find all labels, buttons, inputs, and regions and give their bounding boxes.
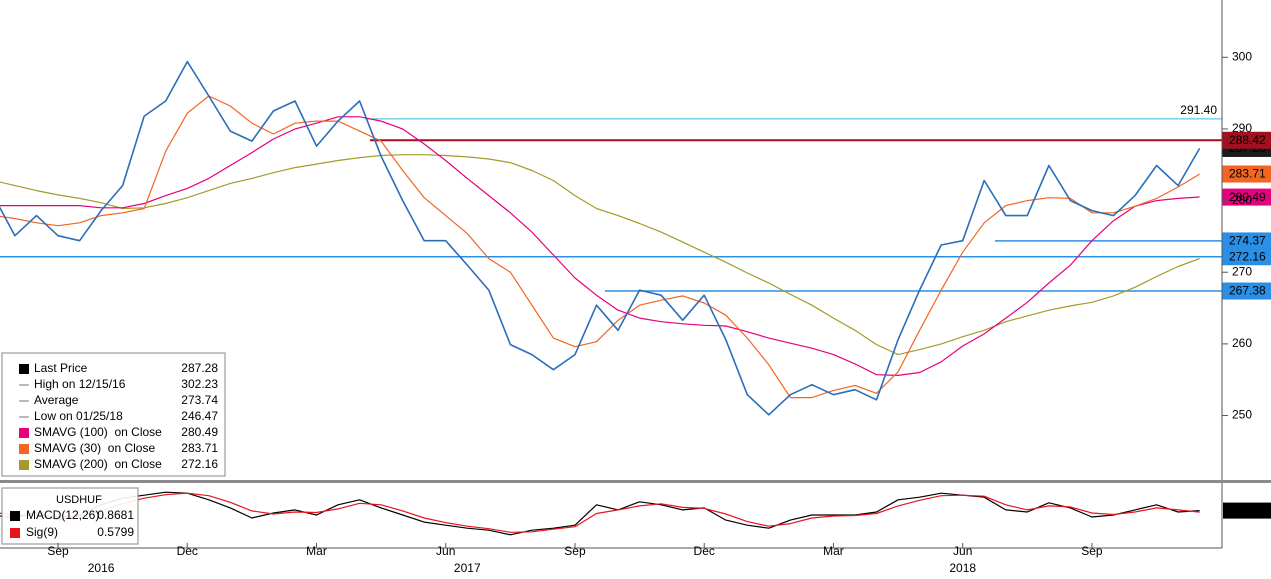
legend-label: SMAVG (100) on Close [34,425,162,439]
level-tag-label: 274.37 [1229,234,1266,248]
x-tick-label: Mar [306,544,327,558]
moving-average [0,95,1200,399]
level-tag-label: 272.16 [1229,249,1266,263]
x-tick-label: Sep [47,544,69,558]
legend-label: SMAVG (30) on Close [34,441,155,455]
macd-line [0,492,1200,533]
legend-label: High on 12/15/16 [34,377,126,391]
legend-swatch [19,364,29,374]
x-tick-label: Sep [1081,544,1103,558]
legend-label: Average [34,393,79,407]
x-tick-label: Dec [694,544,715,558]
x-tick-label: Dec [177,544,198,558]
x-tick-label: Jun [953,544,972,558]
macd-tag-label: 0.8681 [1229,503,1266,517]
legend-value: 273.74 [181,393,218,407]
macd-legend-swatch [10,528,20,538]
moving-average [0,154,1200,356]
price-panel [0,60,1222,416]
ma-tag-label: 283.71 [1229,167,1266,181]
legend-swatch [19,428,29,438]
ma-tag [1222,165,1271,183]
x-year-label: 2018 [949,561,976,575]
x-tick-label: Sep [564,544,586,558]
y-tick-label: 260 [1232,336,1252,350]
legend-value: 302.23 [181,377,218,391]
x-tick-label: Mar [823,544,844,558]
macd-legend-label: Sig(9) [26,525,58,539]
level-tag [1222,282,1271,300]
y-tick-label: 270 [1232,264,1252,278]
y-tick-label: 300 [1232,49,1252,63]
macd-panel [0,491,1200,536]
y-tick-label: 290 [1232,121,1252,135]
legend-value: 272.16 [181,457,218,471]
legend-label: Low on 01/25/18 [34,409,123,423]
legend-value: 246.47 [181,409,218,423]
macd-legend-value: 0.5799 [97,525,134,539]
ma-tag-label: 280.49 [1229,190,1266,204]
x-year-label: 2016 [88,561,115,575]
y-tick-label: 250 [1232,408,1252,422]
moving-average [0,116,1200,376]
legend-value: 283.71 [181,441,218,455]
legend-swatch [19,444,29,454]
macd-legend-value: 0.8681 [97,508,134,522]
macd-tag [1223,502,1271,519]
level-tag [1222,131,1271,149]
y-tick-label: 280 [1232,193,1252,207]
price-line [0,60,1201,416]
ma-tag [1222,188,1271,206]
legend-value: 280.49 [181,425,218,439]
level-tag-label: 267.38 [1229,284,1266,298]
x-tick-label: Jun [436,544,455,558]
overlay: 287.28291.40288.42274.37272.16267.38283.… [1,103,1271,545]
legend-label: Last Price [34,361,88,375]
x-year-label: 2017 [454,561,481,575]
level-tag-label: 288.42 [1229,133,1266,147]
level-label: 291.40 [1180,103,1217,117]
macd-legend-label: MACD(12,26) [26,508,99,522]
legend-label: SMAVG (200) on Close [34,457,162,471]
macd-legend-swatch [10,511,20,521]
macd-title: USDHUF [56,494,102,506]
level-tag [1222,248,1271,266]
legend-value: 287.28 [181,361,218,375]
legend-box [1,352,226,477]
macd-legend-box [1,487,139,545]
macd-line [0,491,1200,536]
legend-swatch [19,460,29,470]
